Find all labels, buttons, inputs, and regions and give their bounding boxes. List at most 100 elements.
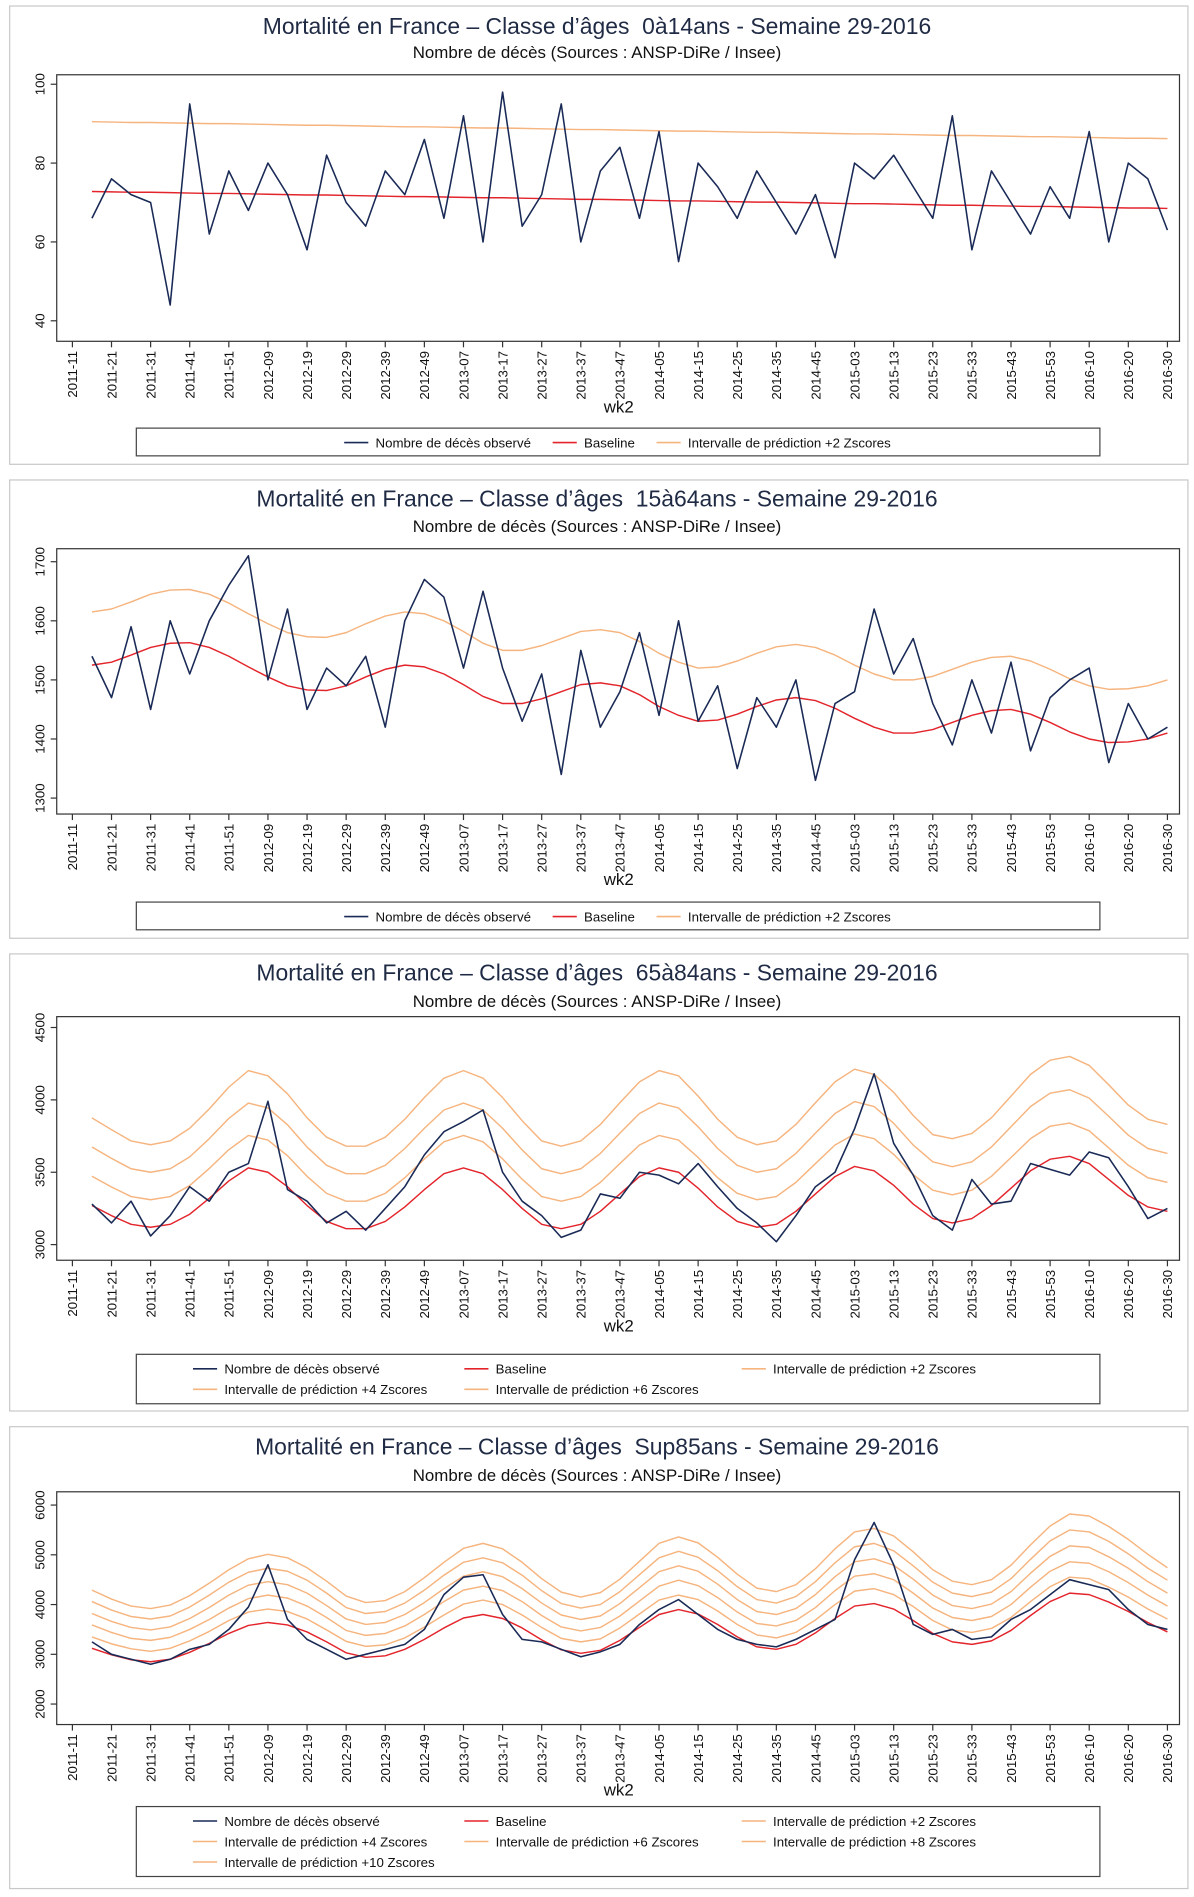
x-tick-label: 2012-49 [417,824,432,873]
series-line [91,1055,1168,1147]
series-line [91,1561,1168,1642]
chart-subtitle: Nombre de décès (Sources : ANSP-DiRe / I… [413,1466,782,1485]
x-tick-label: 2012-09 [261,1734,276,1783]
legend-label: Nombre de décès observé [376,435,531,450]
y-tick-label: 4500 [33,1013,48,1042]
x-tick-label: 2013-17 [495,1734,510,1783]
legend-label: Nombre de décès observé [224,1814,379,1829]
series-line [91,1592,1168,1663]
x-tick-label: 2014-25 [730,1734,745,1783]
x-tick-label: 2016-20 [1121,351,1136,400]
x-tick-label: 2014-35 [769,351,784,400]
x-tick-label: 2015-13 [886,1734,901,1783]
x-tick-label: 2011-51 [222,1270,237,1318]
y-tick-label: 1500 [33,665,48,694]
x-tick-label: 2015-03 [847,1734,862,1783]
legend-label: Intervalle de prédiction +8 Zscores [773,1834,976,1849]
x-tick-label: 2013-47 [613,1270,628,1319]
x-tick-label: 2015-53 [1043,351,1058,400]
panel-border [9,1426,1189,1890]
x-tick-label: 2014-25 [730,351,745,400]
x-tick-label: 2012-29 [339,1734,354,1783]
x-tick-label: 2011-21 [104,1734,119,1782]
legend-box [135,901,1101,931]
plot-frame [56,74,1181,342]
x-tick-label: 2013-37 [574,824,589,873]
y-tick-label: 3000 [33,1230,48,1259]
x-tick-label: 2012-49 [417,351,432,400]
x-tick-label: 2013-27 [535,351,550,400]
x-axis-label: wk2 [603,1781,634,1800]
series-line [91,1529,1168,1620]
x-tick-label: 2014-45 [808,351,823,400]
x-tick-label: 2016-10 [1082,824,1097,873]
x-tick-label: 2012-49 [417,1270,432,1319]
legend-label: Intervalle de prédiction +4 Zscores [224,1834,427,1849]
legend-label: Baseline [496,1814,547,1829]
y-tick-label: 4000 [33,1590,48,1619]
legend-box [135,1353,1101,1405]
x-tick-label: 2015-53 [1043,824,1058,873]
x-tick-label: 2011-51 [222,1734,237,1782]
x-tick-label: 2012-19 [300,351,315,400]
x-axis-label: wk2 [603,397,634,416]
y-tick-label: 2000 [33,1689,48,1718]
y-tick-label: 4000 [33,1085,48,1114]
x-tick-label: 2014-05 [652,824,667,873]
x-tick-label: 2015-03 [847,824,862,873]
legend-label: Intervalle de prédiction +2 Zscores [773,1814,976,1829]
legend-label: Baseline [584,909,635,924]
plot-frame [56,1491,1181,1726]
x-tick-label: 2014-15 [691,351,706,400]
chart-title: Mortalité en France – Classe d’âges 15à6… [256,486,937,512]
chart-subtitle: Nombre de décès (Sources : ANSP-DiRe / I… [413,43,782,62]
x-tick-label: 2013-07 [456,824,471,873]
chart-panel: Mortalité en France – Classe d’âges 15à6… [9,479,1189,939]
legend-label: Intervalle de prédiction +2 Zscores [688,435,891,450]
series-line [91,120,1168,140]
x-tick-label: 2013-47 [613,1734,628,1783]
x-tick-label: 2011-31 [143,1270,158,1318]
x-tick-label: 2013-47 [613,351,628,400]
y-tick-label: 40 [33,313,48,328]
x-tick-label: 2015-23 [926,1270,941,1319]
x-tick-label: 2012-39 [378,1270,393,1319]
series-line [91,641,1168,744]
x-tick-label: 2014-35 [769,1270,784,1319]
x-tick-label: 2016-10 [1082,1270,1097,1319]
x-tick-label: 2015-33 [965,824,980,873]
x-tick-label: 2014-05 [652,351,667,400]
x-tick-label: 2012-39 [378,351,393,400]
x-tick-label: 2015-33 [965,1734,980,1783]
x-tick-label: 2012-09 [261,1270,276,1319]
x-tick-label: 2015-13 [886,351,901,400]
x-tick-label: 2014-15 [691,1270,706,1319]
chart-panel: Mortalité en France – Classe d’âges 65à8… [9,953,1189,1412]
panel-border [9,5,1189,465]
plot-frame [56,1016,1181,1261]
panel-border [9,479,1189,939]
x-tick-label: 2013-27 [535,1270,550,1319]
legend-label: Intervalle de prédiction +4 Zscores [224,1382,427,1397]
legend-label: Intervalle de prédiction +6 Zscores [496,1382,699,1397]
x-tick-label: 2015-43 [1004,351,1019,400]
x-tick-label: 2014-35 [769,824,784,873]
x-tick-label: 2015-43 [1004,1270,1019,1319]
x-tick-label: 2016-20 [1121,824,1136,873]
x-tick-label: 2013-07 [456,1734,471,1783]
x-tick-label: 2011-11 [65,824,80,871]
series-line [91,1122,1168,1202]
series-line [91,1576,1168,1653]
chart-title: Mortalité en France – Classe d’âges 65à8… [256,959,937,985]
series-line [91,1513,1168,1610]
x-axis-label: wk2 [603,1316,634,1335]
x-tick-label: 2012-39 [378,824,393,873]
x-tick-label: 2013-37 [574,351,589,400]
legend-label: Intervalle de prédiction +6 Zscores [496,1834,699,1849]
series-line [91,1521,1168,1666]
legend-label: Nombre de décès observé [224,1362,379,1377]
x-tick-label: 2011-21 [104,824,119,872]
x-tick-label: 2014-05 [652,1270,667,1319]
x-tick-label: 2014-35 [769,1734,784,1783]
x-tick-label: 2015-43 [1004,1734,1019,1783]
